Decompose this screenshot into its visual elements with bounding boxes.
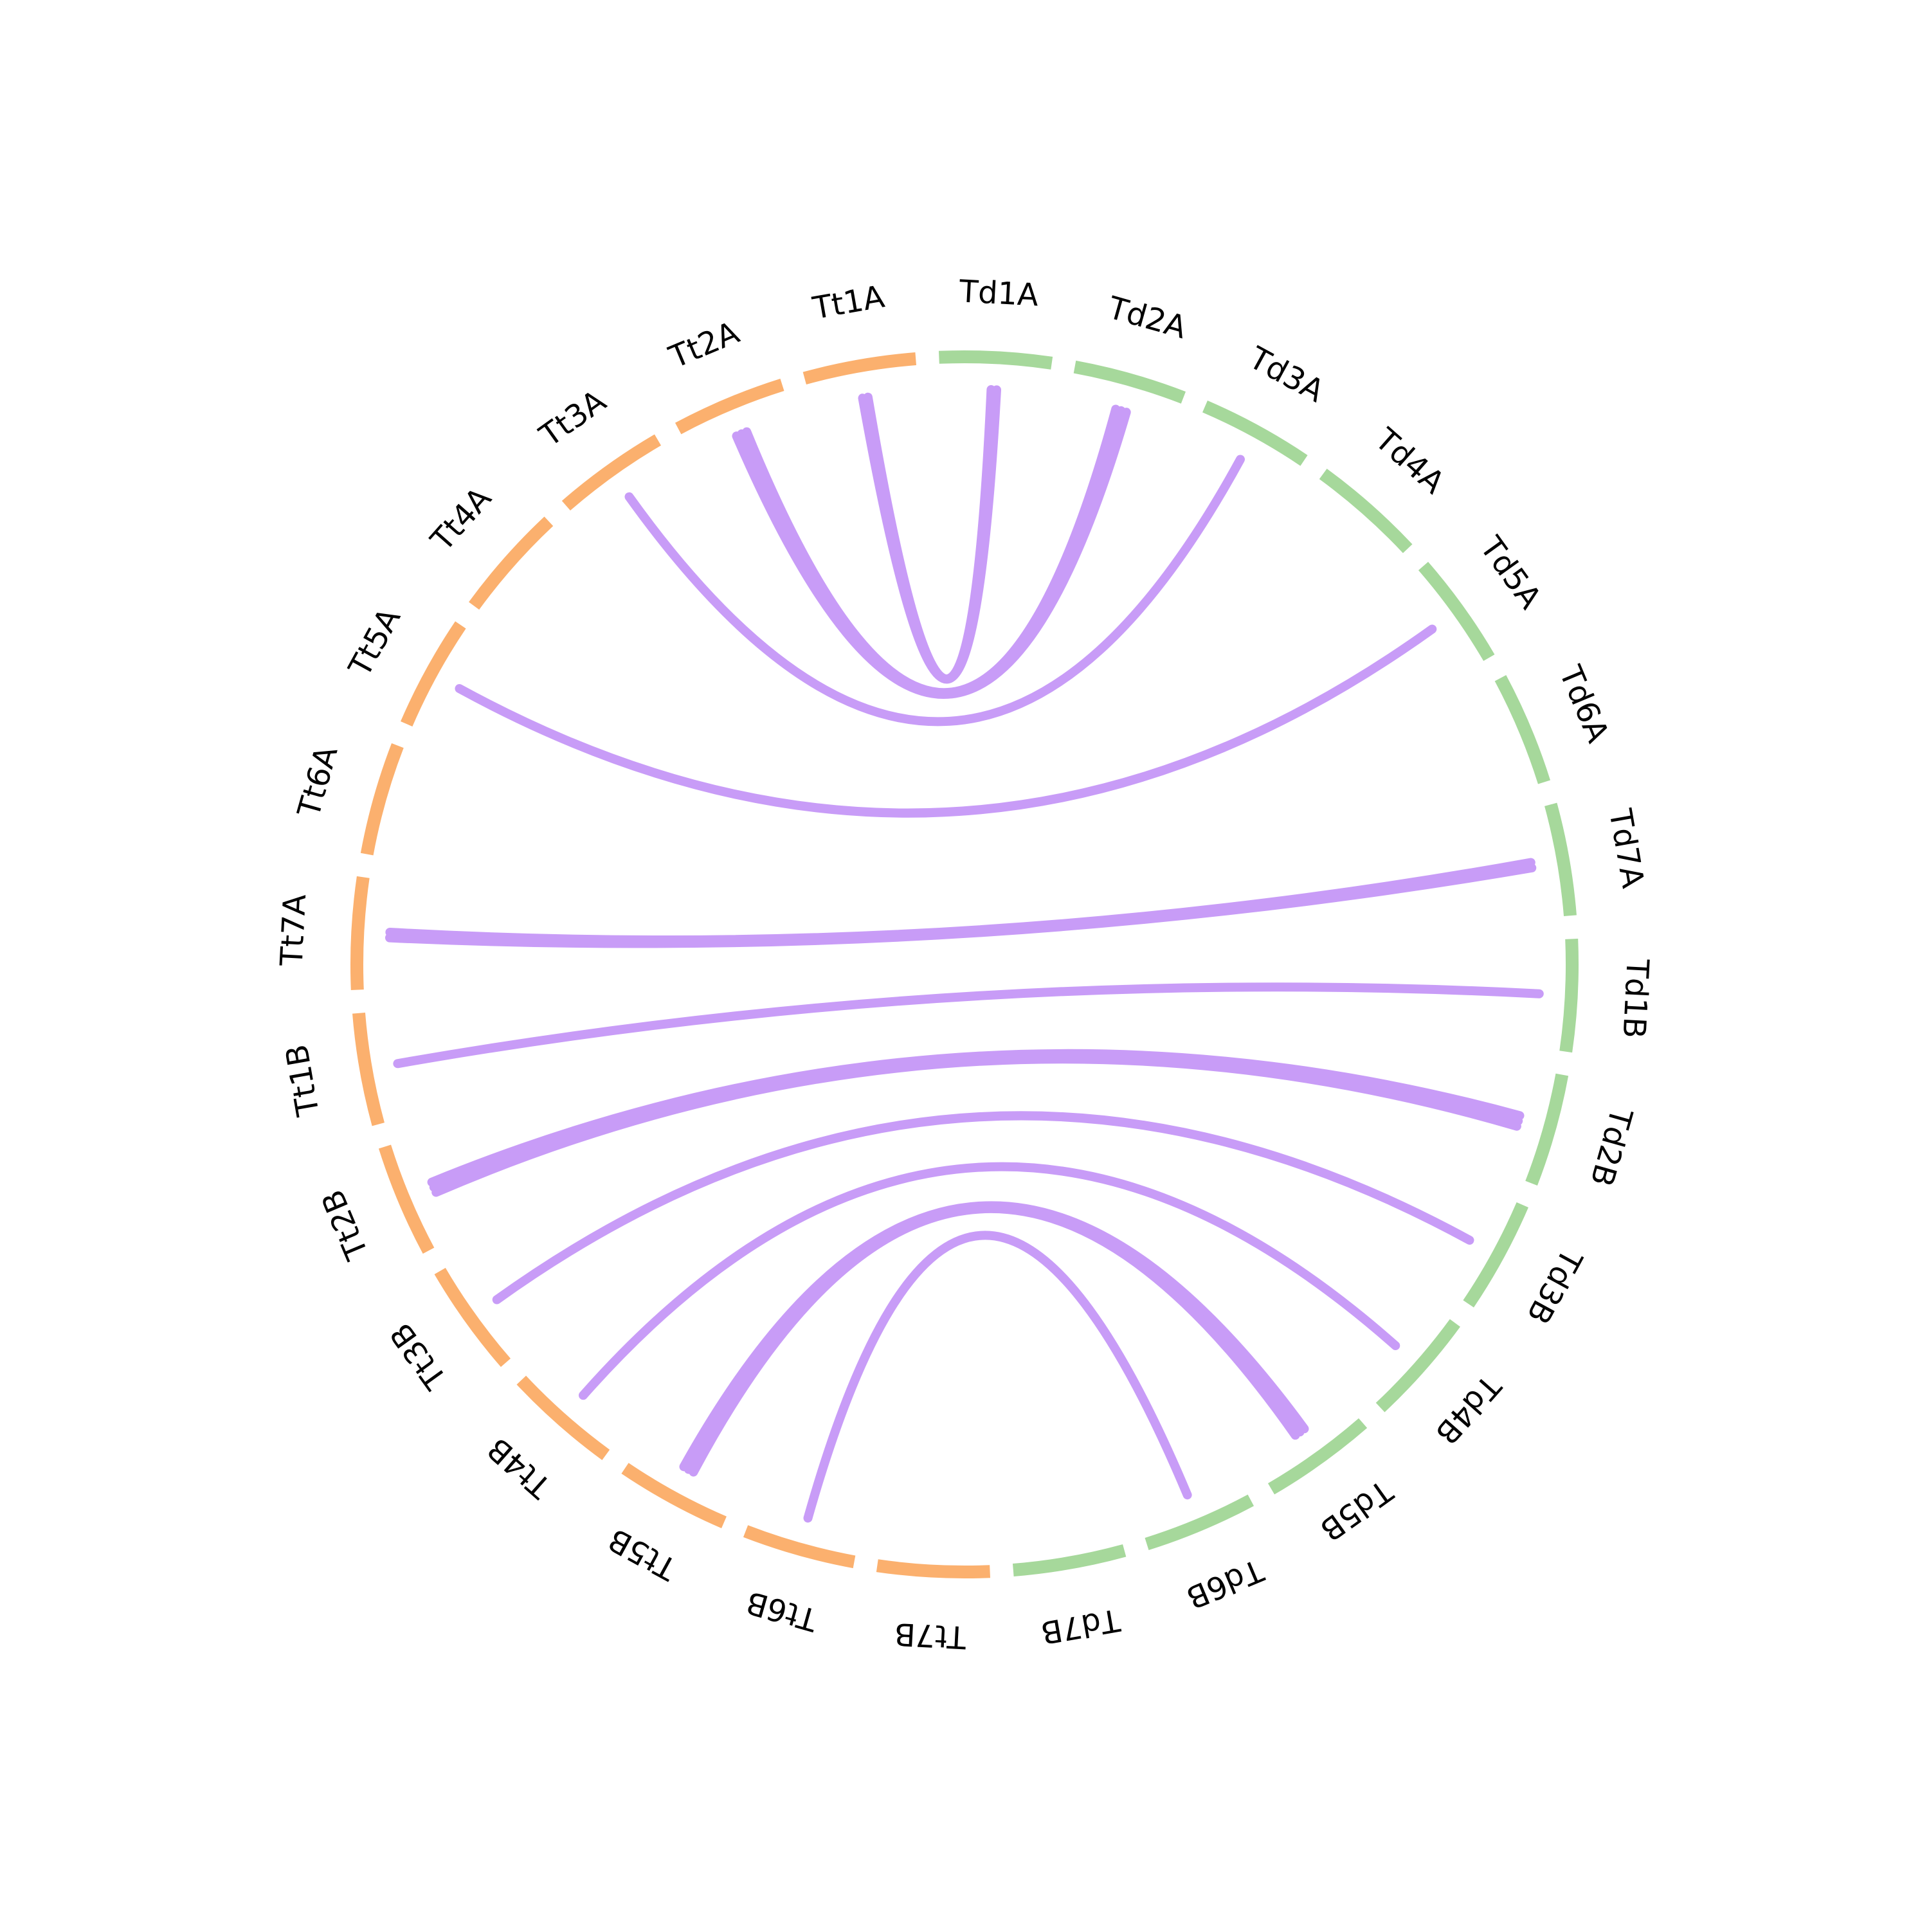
chromosome-segment-td1a (938, 350, 1053, 370)
chromosome-segment-tt1b (352, 1012, 385, 1126)
chromosome-segment-td5b (1267, 1418, 1368, 1495)
chromosome-segment-td6a (1494, 674, 1551, 784)
chromosome-segment-td7a (1544, 802, 1577, 917)
link-td3a-tt3a (624, 455, 1245, 727)
chromosome-segment-td2b (1525, 1073, 1569, 1186)
link-td1b-tt1b (393, 982, 1544, 1069)
chromosome-label-td6b: Td6B (1181, 1551, 1269, 1616)
chromosome-label-tt7a: Tt7A (274, 893, 314, 967)
chromosome-label-tt3b: Tt3B (383, 1316, 455, 1396)
chromosome-segment-td1b (1559, 938, 1579, 1053)
chromosome-segment-td4a (1319, 469, 1413, 554)
link-td5b-tt5b (689, 1204, 1300, 1477)
chromosome-label-td4a: Td4A (1368, 421, 1451, 501)
chromosome-segment-tt4b (516, 1375, 610, 1460)
link-td5a-tt5a (455, 624, 1437, 818)
chromosome-label-td7b: Td7B (1038, 1602, 1123, 1651)
chromosome-label-td5b: Td5B (1314, 1472, 1400, 1548)
chromosome-segment-td2a (1073, 360, 1186, 404)
chromosome-label-tt6b: Tt6B (742, 1584, 822, 1638)
chromosome-label-tt5a: Tt5A (341, 602, 408, 683)
chromosome-segment-td5a (1418, 561, 1495, 662)
chromosome-segment-td3a (1202, 401, 1308, 466)
chromosome-label-tt1a: Tt1A (810, 278, 887, 327)
chromosome-label-td6a: Td6A (1552, 660, 1616, 748)
chromosome-label-tt3a: Tt3A (533, 383, 613, 454)
link-td1a-tt1a (858, 385, 1001, 684)
chromosome-label-td3a: Td3A (1243, 339, 1330, 410)
chromosome-label-td2a: Td2A (1103, 289, 1190, 346)
link-td7a-tt7a (385, 863, 1537, 948)
chromosome-label-tt7b: Tt7B (893, 1616, 967, 1656)
chromosome-segment-tt2a (675, 378, 784, 435)
chromosome-label-tt2b: Tt2B (314, 1184, 376, 1265)
links-layer (385, 385, 1544, 1523)
chromosome-ring (350, 350, 1579, 1578)
chromosome-segment-tt3b (434, 1267, 511, 1368)
chromosome-segment-td7b (1012, 1544, 1127, 1576)
chromosome-segment-tt1a (802, 352, 917, 384)
chromosome-segment-td3b (1463, 1202, 1528, 1308)
link-td7a-tt7a (385, 858, 1535, 944)
chromosome-label-td2b: Td2B (1583, 1103, 1640, 1190)
chromosome-label-tt6a: Tt6A (291, 742, 345, 822)
link-td2b-tt2b (431, 1054, 1521, 1197)
link-td6b-tt6b (803, 1231, 1192, 1523)
chromosome-segment-tt5b (621, 1463, 727, 1528)
link-td3b-tt3b (492, 1111, 1474, 1305)
link-td4b-tt4b (579, 1162, 1400, 1400)
chromosome-label-tt2a: Tt2A (664, 314, 745, 375)
chromosome-label-td5a: Td5A (1472, 530, 1548, 616)
chromosome-label-tt4b: Tt4B (480, 1431, 558, 1506)
chromosome-label-td4b: Td4B (1428, 1368, 1508, 1451)
chromosome-label-tt4a: Tt4A (424, 480, 499, 558)
chromosome-segment-tt2b (378, 1144, 435, 1254)
chromosome-segment-tt4a (469, 516, 554, 610)
chromosome-segment-tt7a (350, 876, 370, 991)
chromosome-segment-tt5a (401, 621, 466, 727)
chromosome-label-tt1b: Tt1B (278, 1042, 327, 1119)
chromosome-label-td7a: Td7A (1602, 806, 1651, 890)
chromosome-segment-tt6a (360, 743, 404, 856)
chromosome-segment-td6b (1145, 1494, 1254, 1551)
chromosome-label-td1b: Td1B (1615, 957, 1655, 1039)
chromosome-segment-tt3a (561, 434, 662, 511)
link-td2a-tt2a (732, 408, 1131, 699)
chromosome-label-tt5b: Tt5B (602, 1521, 684, 1587)
chromosome-segment-tt6b (743, 1525, 856, 1569)
chromosome-segment-tt7b (876, 1559, 991, 1578)
chromosome-segment-td4b (1375, 1319, 1460, 1413)
chromosome-label-td3b: Td3B (1519, 1243, 1589, 1330)
chromosome-label-td1a: Td1A (957, 273, 1039, 313)
